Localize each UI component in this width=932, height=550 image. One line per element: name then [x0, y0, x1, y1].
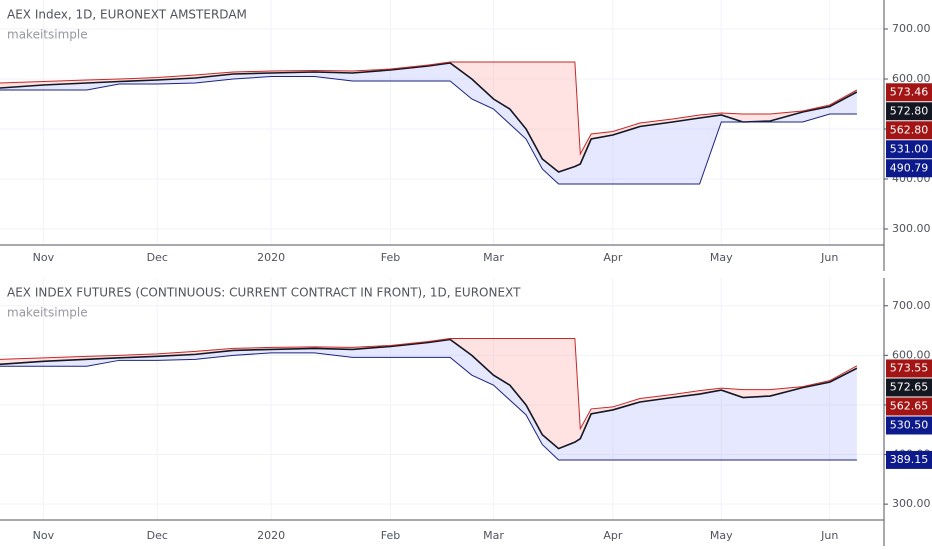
band-fill	[0, 339, 857, 460]
x-tick-label: Mar	[483, 529, 504, 542]
price-label: 573.55	[890, 361, 929, 374]
price-label: 530.50	[890, 418, 929, 431]
band-fill	[0, 338, 857, 449]
price-label-bg	[886, 159, 932, 178]
x-tick-label: Apr	[603, 251, 623, 264]
price-line	[0, 61, 858, 156]
x-tick-label: Feb	[381, 529, 400, 542]
chart-subtitle: makeitsimple	[7, 28, 88, 42]
x-tick-label: Apr	[603, 529, 623, 542]
price-line	[0, 352, 857, 461]
price-label: 562.80	[890, 123, 929, 136]
x-tick-label: May	[710, 251, 733, 264]
x-tick-label: Feb	[381, 251, 400, 264]
y-tick-label: 300.00	[892, 497, 931, 510]
x-tick-label: Dec	[147, 529, 168, 542]
y-tick-label: 700.00	[892, 22, 931, 35]
price-line	[0, 62, 858, 173]
price-label: 572.65	[890, 380, 929, 393]
chart-title: AEX INDEX FUTURES (CONTINUOUS: CURRENT C…	[7, 286, 521, 300]
y-tick-label: 700.00	[892, 299, 931, 312]
price-line	[0, 76, 857, 185]
price-label-bg	[886, 450, 932, 469]
x-tick-label: Jun	[820, 251, 838, 264]
price-label-bg	[886, 416, 932, 435]
price-label-bg	[886, 140, 932, 159]
y-tick-label: 600.00	[892, 72, 931, 85]
price-label-bg	[886, 83, 932, 102]
y-tick-label: 300.00	[892, 222, 931, 235]
price-label: 572.80	[890, 104, 929, 117]
x-tick-label: Nov	[33, 251, 55, 264]
x-tick-label: 2020	[257, 529, 285, 542]
x-tick-label: May	[710, 529, 733, 542]
price-line	[0, 338, 858, 431]
band-fill	[0, 63, 857, 184]
price-label-bg	[886, 121, 932, 140]
price-label-bg	[886, 359, 932, 378]
price-line	[0, 338, 858, 450]
y-tick-label: 600.00	[892, 348, 931, 361]
x-tick-label: Jun	[820, 529, 838, 542]
price-label: 562.65	[890, 399, 929, 412]
chart-subtitle: makeitsimple	[7, 306, 88, 320]
x-tick-label: 2020	[257, 251, 285, 264]
chart-title: AEX Index, 1D, EURONEXT AMSTERDAM	[7, 8, 247, 22]
price-label: 531.00	[890, 142, 929, 155]
price-label: 490.79	[890, 161, 929, 174]
price-label-bg	[886, 102, 932, 121]
price-label: 573.46	[890, 85, 929, 98]
x-tick-label: Dec	[147, 251, 168, 264]
price-label-bg	[886, 397, 932, 416]
x-tick-label: Mar	[483, 251, 504, 264]
price-label: 389.15	[890, 453, 929, 466]
price-label-bg	[886, 378, 932, 397]
x-tick-label: Nov	[33, 529, 55, 542]
